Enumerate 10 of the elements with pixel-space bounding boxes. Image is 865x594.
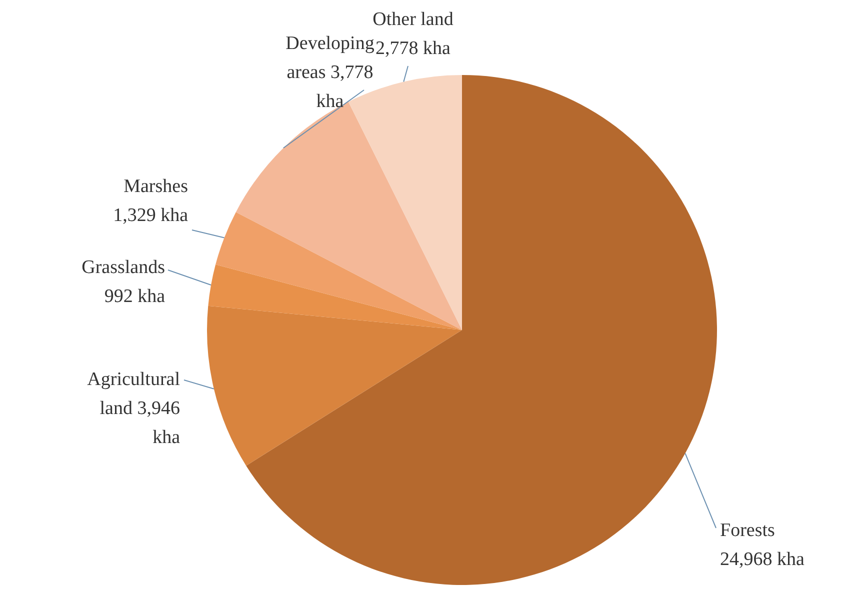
slice-label: Other land: [372, 8, 454, 30]
slice-label: Forests: [720, 520, 775, 541]
slice-label: Grasslands: [82, 256, 165, 278]
data-label: 24,968 kha: [720, 548, 805, 570]
slice-label: Marshes: [124, 176, 188, 197]
data-label: 992 kha: [104, 286, 166, 307]
slice-label: Agricultural land 3,946 kha: [87, 368, 181, 448]
data-label: 2,778 kha: [376, 38, 452, 59]
data-label: 1,329 kha: [113, 204, 189, 226]
slice-label: Developing areas 3,778 kha: [286, 32, 375, 112]
